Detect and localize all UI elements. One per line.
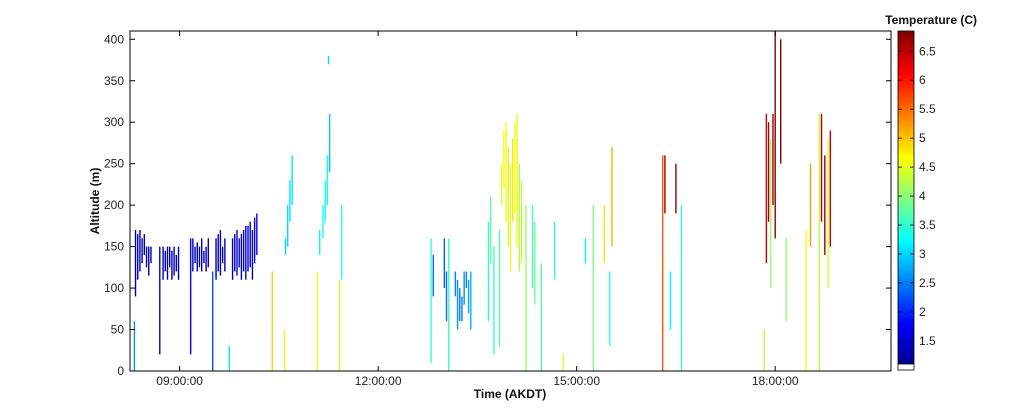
data-layer bbox=[133, 31, 832, 371]
y-tick-label: 400 bbox=[104, 32, 124, 46]
y-tick-label: 250 bbox=[104, 157, 124, 171]
plot-frame bbox=[129, 30, 892, 372]
colorbar-tick-label: 1.5 bbox=[919, 334, 936, 348]
y-tick-label: 150 bbox=[104, 240, 124, 254]
y-tick-label: 100 bbox=[104, 281, 124, 295]
colorbar-tick-label: 4 bbox=[919, 189, 926, 203]
y-axis-title: Altitude (m) bbox=[88, 168, 102, 235]
x-axis-ticks: 09:00:00 12:00:00 15:00:00 18:00:00 bbox=[156, 31, 799, 388]
colorbar-ticks: 1.5 2 2.5 3 3.5 4 4.5 5 5.5 6 6.5 bbox=[898, 44, 936, 348]
colorbar-tick-label: 6.5 bbox=[919, 44, 936, 58]
colorbar-tick-label: 5.5 bbox=[919, 102, 936, 116]
colorbar-title: Temperature (C) bbox=[885, 13, 977, 27]
colorbar-tick-label: 2.5 bbox=[919, 276, 936, 290]
colorbar-gradient bbox=[897, 30, 915, 365]
x-tick-label: 12:00:00 bbox=[355, 374, 402, 388]
colorbar-nodata-swatch bbox=[897, 363, 915, 371]
y-tick-label: 0 bbox=[117, 364, 124, 378]
y-tick-label: 300 bbox=[104, 115, 124, 129]
colorbar-tick-label: 4.5 bbox=[919, 160, 936, 174]
plot-area bbox=[129, 30, 892, 372]
y-tick-label: 50 bbox=[111, 323, 125, 337]
x-axis-title: Time (AKDT) bbox=[474, 387, 546, 401]
colorbar: 1.5 2 2.5 3 3.5 4 4.5 5 5.5 6 6.5 Temperature (C) bbox=[885, 13, 977, 371]
x-tick-label: 18:00:00 bbox=[752, 374, 799, 388]
y-axis-ticks: 0 50 100 150 200 250 300 350 400 bbox=[104, 32, 891, 378]
x-tick-label: 09:00:00 bbox=[156, 374, 203, 388]
y-tick-label: 200 bbox=[104, 198, 124, 212]
colorbar-tick-label: 2 bbox=[919, 305, 926, 319]
x-tick-label: 15:00:00 bbox=[553, 374, 600, 388]
y-tick-label: 350 bbox=[104, 74, 124, 88]
colorbar-tick-label: 6 bbox=[919, 73, 926, 87]
colorbar-tick-label: 5 bbox=[919, 131, 926, 145]
colorbar-tick-label: 3 bbox=[919, 247, 926, 261]
colorbar-tick-label: 3.5 bbox=[919, 218, 936, 232]
